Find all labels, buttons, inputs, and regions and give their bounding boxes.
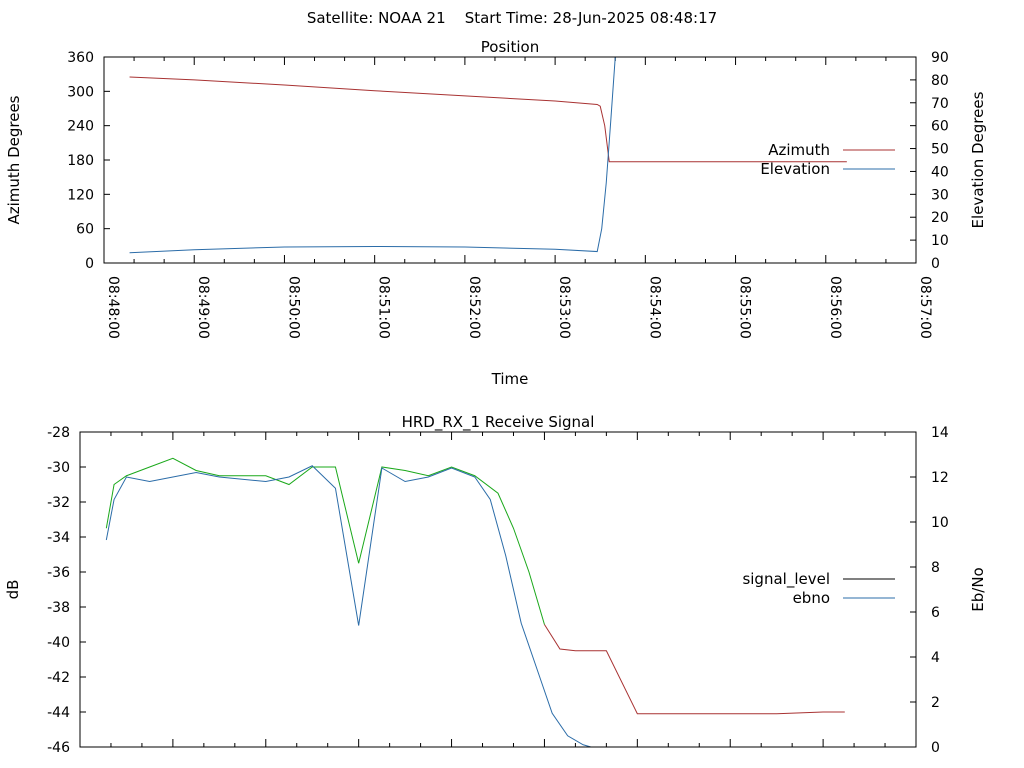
y-tick-label: -32 [47, 495, 70, 511]
y-tick-label: -40 [47, 635, 70, 651]
x-tick-label: 08:55:00 [737, 276, 753, 339]
plot-frame [103, 56, 917, 264]
y2-tick-label: 14 [931, 425, 949, 441]
receive-signal-chart: HRD_RX_1 Receive Signal -46 -44 -42 -40 -38 -3… [4, 413, 987, 756]
y2-tick-label: 50 [931, 142, 949, 158]
series-line-Azimuth [129, 76, 847, 163]
x-tick-label: 08:57:00 [917, 276, 933, 339]
y-tick-label: -46 [47, 740, 70, 756]
y-tick-label: -28 [47, 425, 70, 441]
figure-header: Satellite: NOAA 21 Start Time: 28-Jun-20… [307, 9, 717, 27]
x-tick-label: 08:53:00 [556, 276, 572, 339]
x-tick-label: 08:56:00 [827, 276, 843, 339]
x-tick-label: 08:49:00 [195, 276, 211, 339]
y-tick-label: 60 [76, 222, 94, 238]
legend-label: ebno [793, 589, 830, 607]
y2-tick-label: 12 [931, 470, 949, 486]
y-tick-label: -30 [47, 460, 70, 476]
y-tick-label: 120 [67, 187, 94, 203]
y2-tick-label: 10 [931, 515, 949, 531]
y-tick-label: -34 [47, 530, 70, 546]
y2-tick-label: 30 [931, 187, 949, 203]
y2-tick-label: 8 [931, 560, 940, 576]
x-tick-label: 08:51:00 [376, 276, 392, 339]
x-tick-label: 08:52:00 [466, 276, 482, 339]
y-tick-label: 0 [85, 256, 94, 272]
y2-tick-label: 4 [931, 650, 940, 666]
y-tick-label: -36 [47, 565, 70, 581]
x-tick-label: 08:54:00 [646, 276, 662, 339]
x-tick-label: 08:48:00 [105, 276, 121, 339]
y-axis-label: Azimuth Degrees [5, 95, 23, 224]
y2-axis-label: Elevation Degrees [969, 91, 987, 228]
y-tick-label: 180 [67, 153, 94, 169]
legend-label: signal_level [742, 570, 830, 589]
legend-label: Elevation [760, 160, 830, 178]
plot-area [105, 457, 845, 747]
series-line-signal_level [544, 624, 845, 715]
chart-title: HRD_RX_1 Receive Signal [402, 413, 595, 432]
series-line-Elevation [129, 57, 616, 254]
y-tick-label: -42 [47, 670, 70, 686]
y-tick-label: 360 [67, 50, 94, 66]
y2-tick-label: 60 [931, 119, 949, 135]
series-line-signal_level [105, 457, 545, 625]
y2-tick-label: 90 [931, 50, 949, 66]
y2-tick-label: 80 [931, 73, 949, 89]
position-chart: Position 0 60 120 180 240 300 360 0 10 20 30 40 50 60 7… [5, 38, 987, 388]
y2-tick-label: 2 [931, 695, 940, 711]
y-tick-label: 300 [67, 84, 94, 100]
y2-tick-label: 70 [931, 96, 949, 112]
y-tick-label: -38 [47, 600, 70, 616]
y2-tick-label: 6 [931, 605, 940, 621]
y2-tick-label: 40 [931, 164, 949, 180]
plot-frame [79, 431, 917, 748]
chart-title: Position [481, 38, 539, 56]
y2-axis-label: Eb/No [969, 567, 987, 611]
x-axis-label: Time [491, 370, 529, 388]
y2-tick-label: 10 [931, 233, 949, 249]
y-axis-label: dB [4, 580, 22, 600]
y2-tick-label: 20 [931, 210, 949, 226]
plot-area [129, 57, 847, 254]
y-tick-label: 240 [67, 119, 94, 135]
y2-tick-label: 0 [931, 740, 940, 756]
y-tick-label: -44 [47, 705, 70, 721]
series-line-ebno [105, 465, 592, 747]
legend-label: Azimuth [768, 141, 830, 159]
y2-tick-label: 0 [931, 256, 940, 272]
x-tick-label: 08:50:00 [285, 276, 301, 339]
